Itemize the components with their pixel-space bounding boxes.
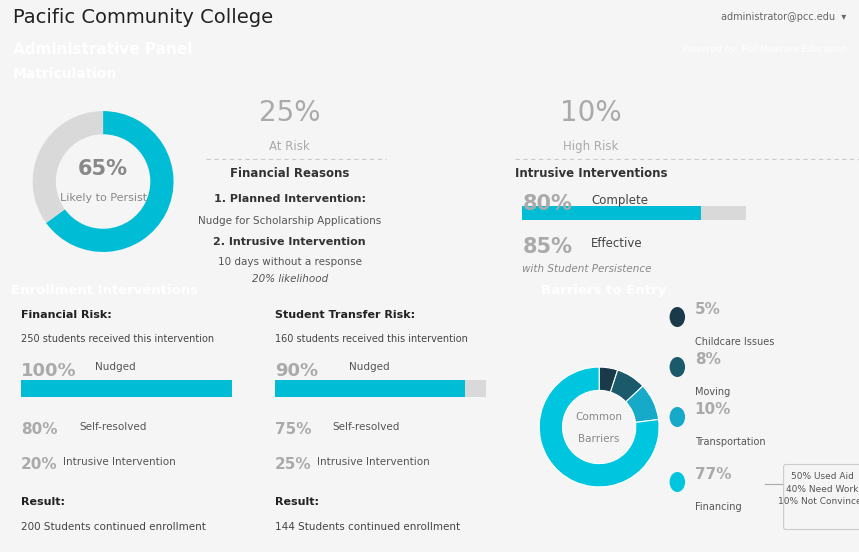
- Text: Administrative Panel: Administrative Panel: [13, 41, 192, 56]
- Text: Enrollment Interventions: Enrollment Interventions: [10, 284, 198, 298]
- Text: 5%: 5%: [695, 302, 721, 317]
- Text: Childcare Issues: Childcare Issues: [695, 337, 774, 347]
- Text: 80%: 80%: [21, 422, 58, 437]
- Wedge shape: [611, 370, 643, 402]
- Wedge shape: [46, 111, 174, 252]
- Text: Self-resolved: Self-resolved: [332, 422, 400, 432]
- Text: Intrusive Intervention: Intrusive Intervention: [64, 457, 176, 467]
- FancyBboxPatch shape: [21, 380, 233, 397]
- Text: 100%: 100%: [21, 362, 76, 380]
- Text: At Risk: At Risk: [269, 140, 310, 152]
- Text: administrator@pcc.edu  ▾: administrator@pcc.edu ▾: [721, 13, 846, 23]
- Text: Barriers to Entry: Barriers to Entry: [540, 284, 666, 298]
- Circle shape: [670, 357, 685, 377]
- Text: Transportation: Transportation: [695, 437, 765, 447]
- FancyBboxPatch shape: [522, 206, 701, 220]
- FancyBboxPatch shape: [275, 380, 465, 397]
- Text: 65%: 65%: [78, 159, 128, 179]
- Text: Complete: Complete: [591, 194, 648, 207]
- Text: 160 students received this intervention: 160 students received this intervention: [275, 335, 467, 344]
- Text: 8%: 8%: [695, 352, 721, 367]
- Text: Common: Common: [576, 412, 623, 422]
- Text: 250 students received this intervention: 250 students received this intervention: [21, 335, 214, 344]
- Text: High Risk: High Risk: [564, 140, 618, 152]
- Text: Effective: Effective: [591, 237, 643, 250]
- Text: Financial Risk:: Financial Risk:: [21, 310, 112, 320]
- Text: 10 days without a response: 10 days without a response: [217, 257, 362, 267]
- Text: Result:: Result:: [21, 497, 65, 507]
- Wedge shape: [600, 367, 618, 392]
- FancyBboxPatch shape: [21, 380, 233, 397]
- FancyBboxPatch shape: [275, 380, 486, 397]
- Text: Moving: Moving: [695, 387, 730, 397]
- Text: with Student Persistence: with Student Persistence: [522, 264, 652, 274]
- Text: Financing: Financing: [695, 502, 741, 512]
- Text: 85%: 85%: [522, 237, 572, 257]
- Text: Powered by: Full Measure Education: Powered by: Full Measure Education: [683, 45, 846, 54]
- Circle shape: [670, 407, 685, 427]
- Text: 2. Intrusive Intervention: 2. Intrusive Intervention: [213, 237, 366, 247]
- Text: Student Transfer Risk:: Student Transfer Risk:: [275, 310, 415, 320]
- Text: Pacific Community College: Pacific Community College: [13, 8, 273, 27]
- FancyBboxPatch shape: [522, 206, 746, 220]
- Text: Intrusive Interventions: Intrusive Interventions: [515, 167, 667, 180]
- Text: Nudge for Scholarship Applications: Nudge for Scholarship Applications: [198, 216, 381, 226]
- Text: Nudged: Nudged: [95, 362, 136, 372]
- Text: 75%: 75%: [275, 422, 311, 437]
- Circle shape: [670, 307, 685, 327]
- Text: Nudged: Nudged: [349, 362, 389, 372]
- Text: 77%: 77%: [695, 467, 731, 482]
- Text: 80%: 80%: [522, 194, 572, 214]
- Text: Financial Reasons: Financial Reasons: [230, 167, 350, 180]
- Text: 20%: 20%: [21, 457, 58, 472]
- Text: Barriers: Barriers: [578, 434, 620, 444]
- FancyBboxPatch shape: [783, 464, 859, 529]
- Wedge shape: [626, 386, 659, 422]
- Text: 10%: 10%: [695, 402, 731, 417]
- Text: 20% likelihood: 20% likelihood: [252, 274, 328, 284]
- Text: 25%: 25%: [259, 99, 320, 126]
- Wedge shape: [539, 367, 659, 487]
- Text: 25%: 25%: [275, 457, 311, 472]
- Text: 200 Students continued enrollment: 200 Students continued enrollment: [21, 522, 206, 532]
- Text: 144 Students continued enrollment: 144 Students continued enrollment: [275, 522, 460, 532]
- Text: Matriculation: Matriculation: [13, 67, 118, 81]
- Text: 50% Used Aid
40% Need Work
10% Not Convinced: 50% Used Aid 40% Need Work 10% Not Convi…: [777, 472, 859, 506]
- Text: 10%: 10%: [560, 99, 622, 126]
- Text: 1. Planned Intervention:: 1. Planned Intervention:: [214, 194, 366, 204]
- Circle shape: [670, 472, 685, 492]
- Text: 90%: 90%: [275, 362, 318, 380]
- Text: Result:: Result:: [275, 497, 319, 507]
- Wedge shape: [33, 111, 103, 223]
- Text: Intrusive Intervention: Intrusive Intervention: [317, 457, 430, 467]
- Text: Likely to Persist: Likely to Persist: [59, 193, 147, 203]
- Text: Self-resolved: Self-resolved: [79, 422, 147, 432]
